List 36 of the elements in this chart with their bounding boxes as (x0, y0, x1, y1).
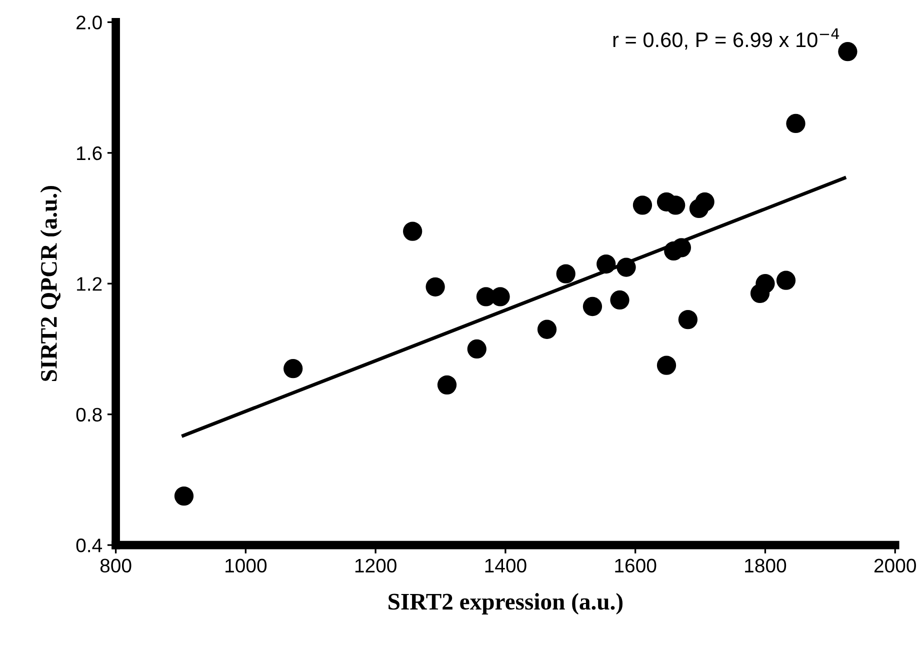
x-axis-title: SIRT2 expression (a.u.) (388, 593, 623, 614)
point (678, 310, 698, 330)
point (403, 222, 422, 241)
y-tick-label: 1.2 (77, 277, 102, 291)
y-tick-label: 1.6 (77, 146, 102, 160)
point (786, 114, 806, 134)
point (616, 258, 636, 277)
point (284, 359, 303, 378)
x-tick-label: 1800 (745, 558, 786, 573)
point (174, 486, 194, 506)
point (582, 296, 602, 316)
point (467, 339, 486, 359)
x-tick-label: 1200 (355, 558, 396, 573)
x-tick-label: 1000 (226, 558, 267, 573)
point (437, 375, 457, 395)
point (426, 277, 445, 296)
point (656, 356, 676, 375)
y-tick-label: 2.0 (76, 16, 102, 30)
point (695, 192, 714, 212)
point (776, 270, 796, 290)
point (556, 264, 576, 284)
x-tick-label: 1600 (615, 558, 656, 573)
point (596, 254, 616, 274)
point (666, 196, 686, 215)
x-tick-label: 1400 (485, 558, 526, 573)
point (610, 290, 630, 310)
annotation: r = 0.60, P = 6.99 x 10$^{−4}$ (613, 28, 840, 50)
y-tick-label: 0.4 (76, 538, 102, 552)
point (632, 196, 652, 215)
x-tick-label: 2000 (874, 558, 916, 573)
point (838, 42, 858, 62)
x-tick-label: 800 (100, 558, 132, 573)
y-tick-label: 0.8 (76, 408, 102, 422)
point (756, 274, 775, 294)
point (537, 320, 557, 339)
y-axis-title: SIRT2 QPCR (a.u.) (40, 186, 62, 381)
